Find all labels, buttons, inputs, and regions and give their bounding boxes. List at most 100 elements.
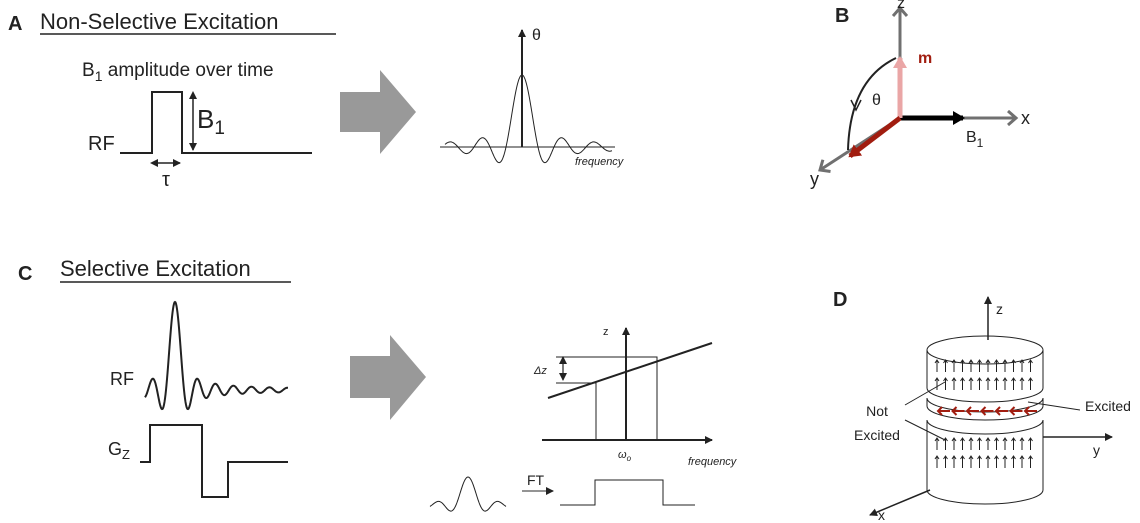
- subscript: 1: [95, 68, 103, 84]
- spin-arrow: [944, 456, 948, 468]
- z-label: z: [897, 0, 905, 12]
- cylinder-bottom: [927, 420, 1043, 504]
- field-label: B1: [966, 129, 984, 150]
- spin-arrow: [935, 378, 939, 390]
- symbol: G: [108, 439, 122, 459]
- m-label: m: [918, 50, 932, 67]
- spin-arrow: [1020, 378, 1024, 390]
- spin-arrow: [982, 407, 994, 415]
- diagram: A Non-Selective Excitation B1 amplitude …: [0, 0, 1140, 523]
- excited-label: Excited: [1085, 398, 1131, 414]
- page: Excitation diagram {"panel_a":{"label":"…: [0, 0, 1140, 523]
- rf-label: RF: [110, 369, 134, 389]
- spin-arrow: [969, 360, 973, 372]
- spin-arrow: [935, 360, 939, 372]
- spin-arrow: [986, 438, 990, 450]
- z-label: z: [996, 301, 1003, 317]
- spin-arrow: [1003, 438, 1007, 450]
- spin-arrow: [969, 438, 973, 450]
- body: A Non-Selective Excitation B1 amplitude …: [0, 0, 1140, 523]
- pulse-caption: B1 amplitude over time: [82, 60, 274, 84]
- symbol: B: [197, 104, 214, 134]
- callout-line: [1028, 402, 1080, 410]
- panel-title: Non-Selective Excitation: [40, 9, 278, 34]
- spin-arrow: [1012, 438, 1016, 450]
- spin-arrow: [1003, 378, 1007, 390]
- not-excited-label: Not: [866, 403, 888, 419]
- spin-arrows: [935, 360, 1037, 468]
- gradient-line: [548, 343, 712, 398]
- spin-arrow: [1003, 456, 1007, 468]
- spin-arrow: [1003, 360, 1007, 372]
- spin-arrow: [1029, 360, 1033, 372]
- spin-arrow: [986, 360, 990, 372]
- spin-arrow: [961, 360, 965, 372]
- x-label: x: [878, 507, 885, 523]
- y-label: y: [810, 169, 819, 189]
- angle-label: θ: [872, 92, 881, 109]
- spin-arrow: [944, 378, 948, 390]
- gradient-pulse: [140, 425, 288, 497]
- rf-sinc-pulse: [145, 302, 288, 409]
- spin-arrow: [1012, 378, 1016, 390]
- not-excited-label: Excited: [854, 427, 900, 443]
- frequency-label: frequency: [575, 156, 625, 168]
- sinc-spectrum: [445, 75, 612, 163]
- slice-guides: [556, 357, 657, 440]
- amplitude-label: B1: [197, 104, 225, 139]
- panel-label: C: [18, 263, 32, 285]
- caption-text: amplitude over time: [102, 60, 273, 81]
- spectrum-axis-label: θ: [532, 27, 541, 44]
- spin-arrow: [986, 456, 990, 468]
- panel-label: A: [8, 13, 22, 35]
- spin-arrow: [1020, 360, 1024, 372]
- rf-label: RF: [88, 133, 115, 155]
- subscript: 1: [977, 136, 984, 150]
- panel-label: B: [835, 5, 849, 27]
- symbol: B: [82, 60, 95, 81]
- spin-arrow: [1020, 438, 1024, 450]
- subscript: 1: [214, 118, 225, 139]
- frequency-label: frequency: [688, 456, 738, 468]
- spin-arrow: [961, 438, 965, 450]
- transform-label: FT: [527, 472, 545, 488]
- cylinder-rim: [927, 336, 1043, 364]
- big-arrow: [340, 70, 416, 154]
- spin-arrow: [995, 438, 999, 450]
- spin-arrow: [952, 360, 956, 372]
- spin-arrow: [967, 407, 979, 415]
- spin-arrow: [1025, 407, 1037, 415]
- panel-title: Selective Excitation: [60, 256, 251, 281]
- spin-arrow: [978, 438, 982, 450]
- symbol: B: [966, 129, 977, 146]
- spin-arrow: [995, 360, 999, 372]
- panel-label: D: [833, 289, 847, 311]
- x-label: x: [1021, 108, 1030, 128]
- y-label: y: [1093, 442, 1100, 458]
- spin-arrow: [969, 456, 973, 468]
- spin-arrow: [1012, 360, 1016, 372]
- spin-arrow: [961, 456, 965, 468]
- spin-arrow: [1029, 438, 1033, 450]
- spin-arrow: [995, 456, 999, 468]
- spin-arrow: [952, 378, 956, 390]
- subscript: Z: [122, 447, 130, 462]
- small-sinc: [430, 477, 506, 511]
- spin-arrow: [952, 438, 956, 450]
- spin-arrow: [995, 378, 999, 390]
- spin-arrow: [935, 456, 939, 468]
- gradient-label: GZ: [108, 439, 130, 462]
- spin-arrow: [969, 378, 973, 390]
- spin-arrow: [944, 360, 948, 372]
- duration-label: τ: [162, 169, 170, 191]
- spin-arrow: [1012, 456, 1016, 468]
- subscript: o: [627, 454, 632, 463]
- spin-arrow: [1011, 407, 1023, 415]
- frequency-marker: ωo: [618, 449, 632, 463]
- spin-arrow: [952, 456, 956, 468]
- z-label: z: [603, 326, 609, 338]
- magnetization-tipped: [850, 118, 900, 156]
- slice-label: Δz: [533, 365, 547, 377]
- cylinder-top: [927, 350, 1043, 402]
- big-arrow: [350, 335, 426, 420]
